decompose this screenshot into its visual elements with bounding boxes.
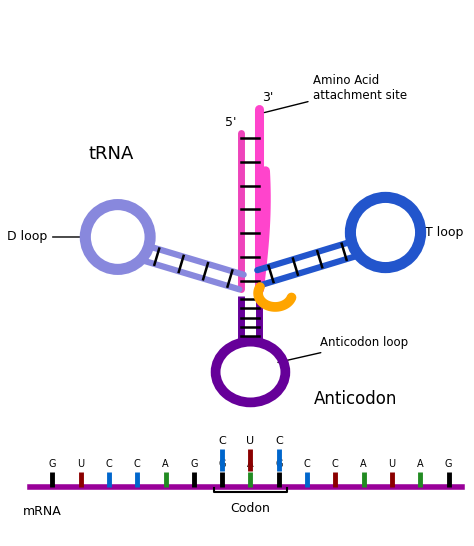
Text: T loop: T loop — [425, 226, 464, 239]
Text: C: C — [275, 436, 283, 446]
Text: C: C — [304, 459, 310, 469]
Text: G: G — [190, 459, 198, 469]
Text: C: C — [134, 459, 141, 469]
Text: Anticodon loop: Anticodon loop — [278, 336, 409, 363]
Text: Anticodon: Anticodon — [313, 390, 397, 408]
Text: tRNA: tRNA — [89, 145, 134, 163]
Text: G: G — [49, 459, 56, 469]
Text: U: U — [246, 436, 255, 446]
Text: Codon: Codon — [230, 502, 271, 515]
Text: 5': 5' — [225, 116, 236, 129]
Text: Amino Acid
attachment site: Amino Acid attachment site — [264, 74, 408, 112]
Text: C: C — [219, 436, 226, 446]
Text: G: G — [275, 459, 283, 469]
Text: mRNA: mRNA — [23, 505, 62, 518]
Text: A: A — [247, 459, 254, 469]
Text: A: A — [417, 459, 424, 469]
Text: G: G — [445, 459, 452, 469]
Text: A: A — [360, 459, 367, 469]
Text: A: A — [162, 459, 169, 469]
Text: D loop: D loop — [7, 230, 80, 244]
Text: C: C — [106, 459, 112, 469]
Text: C: C — [332, 459, 339, 469]
Text: U: U — [388, 459, 395, 469]
Text: G: G — [219, 459, 226, 469]
Text: U: U — [77, 459, 84, 469]
Text: 3': 3' — [262, 91, 273, 104]
